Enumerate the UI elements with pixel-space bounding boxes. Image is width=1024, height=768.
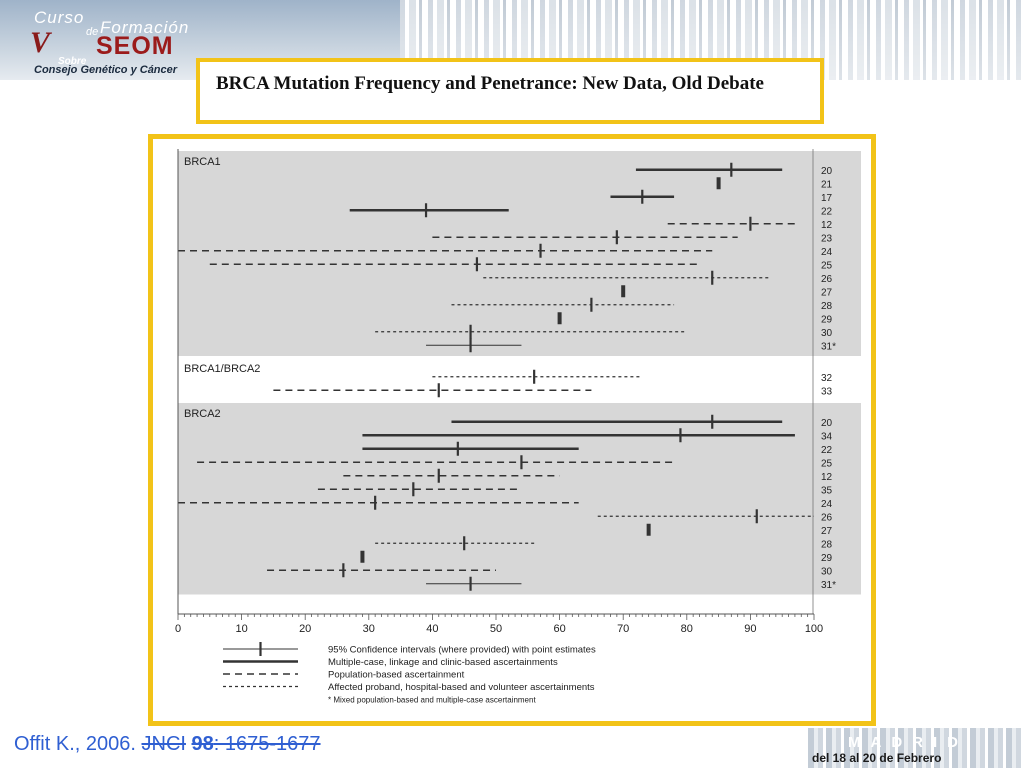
- reference-label: 30: [821, 566, 833, 577]
- slide-title: BRCA Mutation Frequency and Penetrance: …: [216, 73, 764, 94]
- legend-label: Affected proband, hospital-based and vol…: [328, 682, 595, 693]
- footer-strip: [808, 728, 1024, 768]
- reference-label: 12: [821, 220, 833, 231]
- legend-label: * Mixed population-based and multiple-ca…: [328, 696, 536, 705]
- reference-label: 29: [821, 314, 833, 325]
- chart-frame: BRCA1 20 21 17 22 12 23 24 25 26 27 28 29 30 31* BRCA1/…: [148, 134, 876, 726]
- reference-label: 24: [821, 247, 833, 258]
- x-tick-label: 90: [744, 623, 756, 635]
- reference-label: 35: [821, 485, 833, 496]
- course-banner: Curso de Formación V SEOM Sobre Consejo …: [0, 0, 400, 80]
- reference-label: 24: [821, 499, 833, 510]
- point-estimate: [716, 177, 721, 190]
- point-estimate: [557, 312, 562, 325]
- x-tick-label: 10: [235, 623, 247, 635]
- x-tick-label: 70: [617, 623, 629, 635]
- reference-label: 20: [821, 166, 833, 177]
- reference-label: 27: [821, 287, 833, 298]
- x-tick-label: 100: [805, 623, 823, 635]
- reference-label: 28: [821, 539, 833, 550]
- point-estimate: [646, 523, 651, 536]
- citation-volume: 98: [191, 733, 214, 755]
- citation-author: Offit K., 2006.: [14, 733, 136, 755]
- point-estimate: [360, 550, 365, 563]
- reference-label: 32: [821, 373, 833, 384]
- x-tick-label: 30: [363, 623, 375, 635]
- reference-label: 23: [821, 233, 833, 244]
- reference-label: 33: [821, 386, 833, 397]
- legend-label: Multiple-case, linkage and clinic-based …: [328, 657, 558, 668]
- group-label: BRCA2: [184, 408, 221, 420]
- footer-dates: del 18 al 20 de Febrero: [812, 751, 942, 765]
- logo-mark: V: [30, 26, 51, 59]
- citation[interactable]: Offit K., 2006. JNCI 98: 1675-1677: [14, 733, 321, 756]
- legend-label: 95% Confidence intervals (where provided…: [328, 645, 596, 656]
- reference-label: 26: [821, 512, 833, 523]
- reference-label: 25: [821, 458, 833, 469]
- legend-label: Population-based ascertainment: [328, 670, 465, 681]
- reference-label: 30: [821, 328, 833, 339]
- x-tick-label: 0: [175, 623, 181, 635]
- point-estimate: [621, 285, 626, 298]
- reference-label: 25: [821, 260, 833, 271]
- reference-label: 12: [821, 472, 833, 483]
- reference-label: 29: [821, 553, 833, 564]
- x-tick-label: 80: [681, 623, 693, 635]
- x-tick-label: 50: [490, 623, 502, 635]
- reference-label: 17: [821, 193, 833, 204]
- citation-journal: JNCI: [141, 733, 186, 755]
- reference-label: 27: [821, 526, 833, 537]
- logo-seom-text: SEOM: [96, 32, 174, 60]
- reference-label: 22: [821, 445, 833, 456]
- logo-consejo-text: Consejo Genético y Cáncer: [34, 64, 178, 76]
- reference-label: 20: [821, 418, 833, 429]
- reference-label: 26: [821, 274, 833, 285]
- logo-curso-text: Curso: [34, 8, 85, 27]
- reference-label: 31*: [821, 580, 836, 591]
- footer-city: MADRID: [848, 734, 968, 751]
- slide-title-box: BRCA Mutation Frequency and Penetrance: …: [196, 58, 824, 124]
- logo-formacion-text: Formación: [100, 18, 190, 37]
- x-tick-label: 20: [299, 623, 311, 635]
- logo-de-text: de: [86, 26, 99, 38]
- group-label: BRCA1/BRCA2: [184, 363, 260, 375]
- x-tick-label: 60: [553, 623, 565, 635]
- reference-label: 22: [821, 206, 833, 217]
- logo-sobre-text: Sobre: [58, 56, 87, 67]
- x-tick-label: 40: [426, 623, 438, 635]
- group-band: [178, 151, 861, 356]
- group-label: BRCA1: [184, 156, 221, 168]
- citation-pages: : 1675-1677: [213, 733, 321, 755]
- reference-label: 21: [821, 179, 833, 190]
- group-band: [178, 403, 861, 595]
- reference-label: 28: [821, 301, 833, 312]
- reference-label: 31*: [821, 341, 836, 352]
- reference-label: 34: [821, 431, 833, 442]
- forest-chart: BRCA1 20 21 17 22 12 23 24 25 26 27 28 29 30 31* BRCA1/…: [175, 149, 861, 705]
